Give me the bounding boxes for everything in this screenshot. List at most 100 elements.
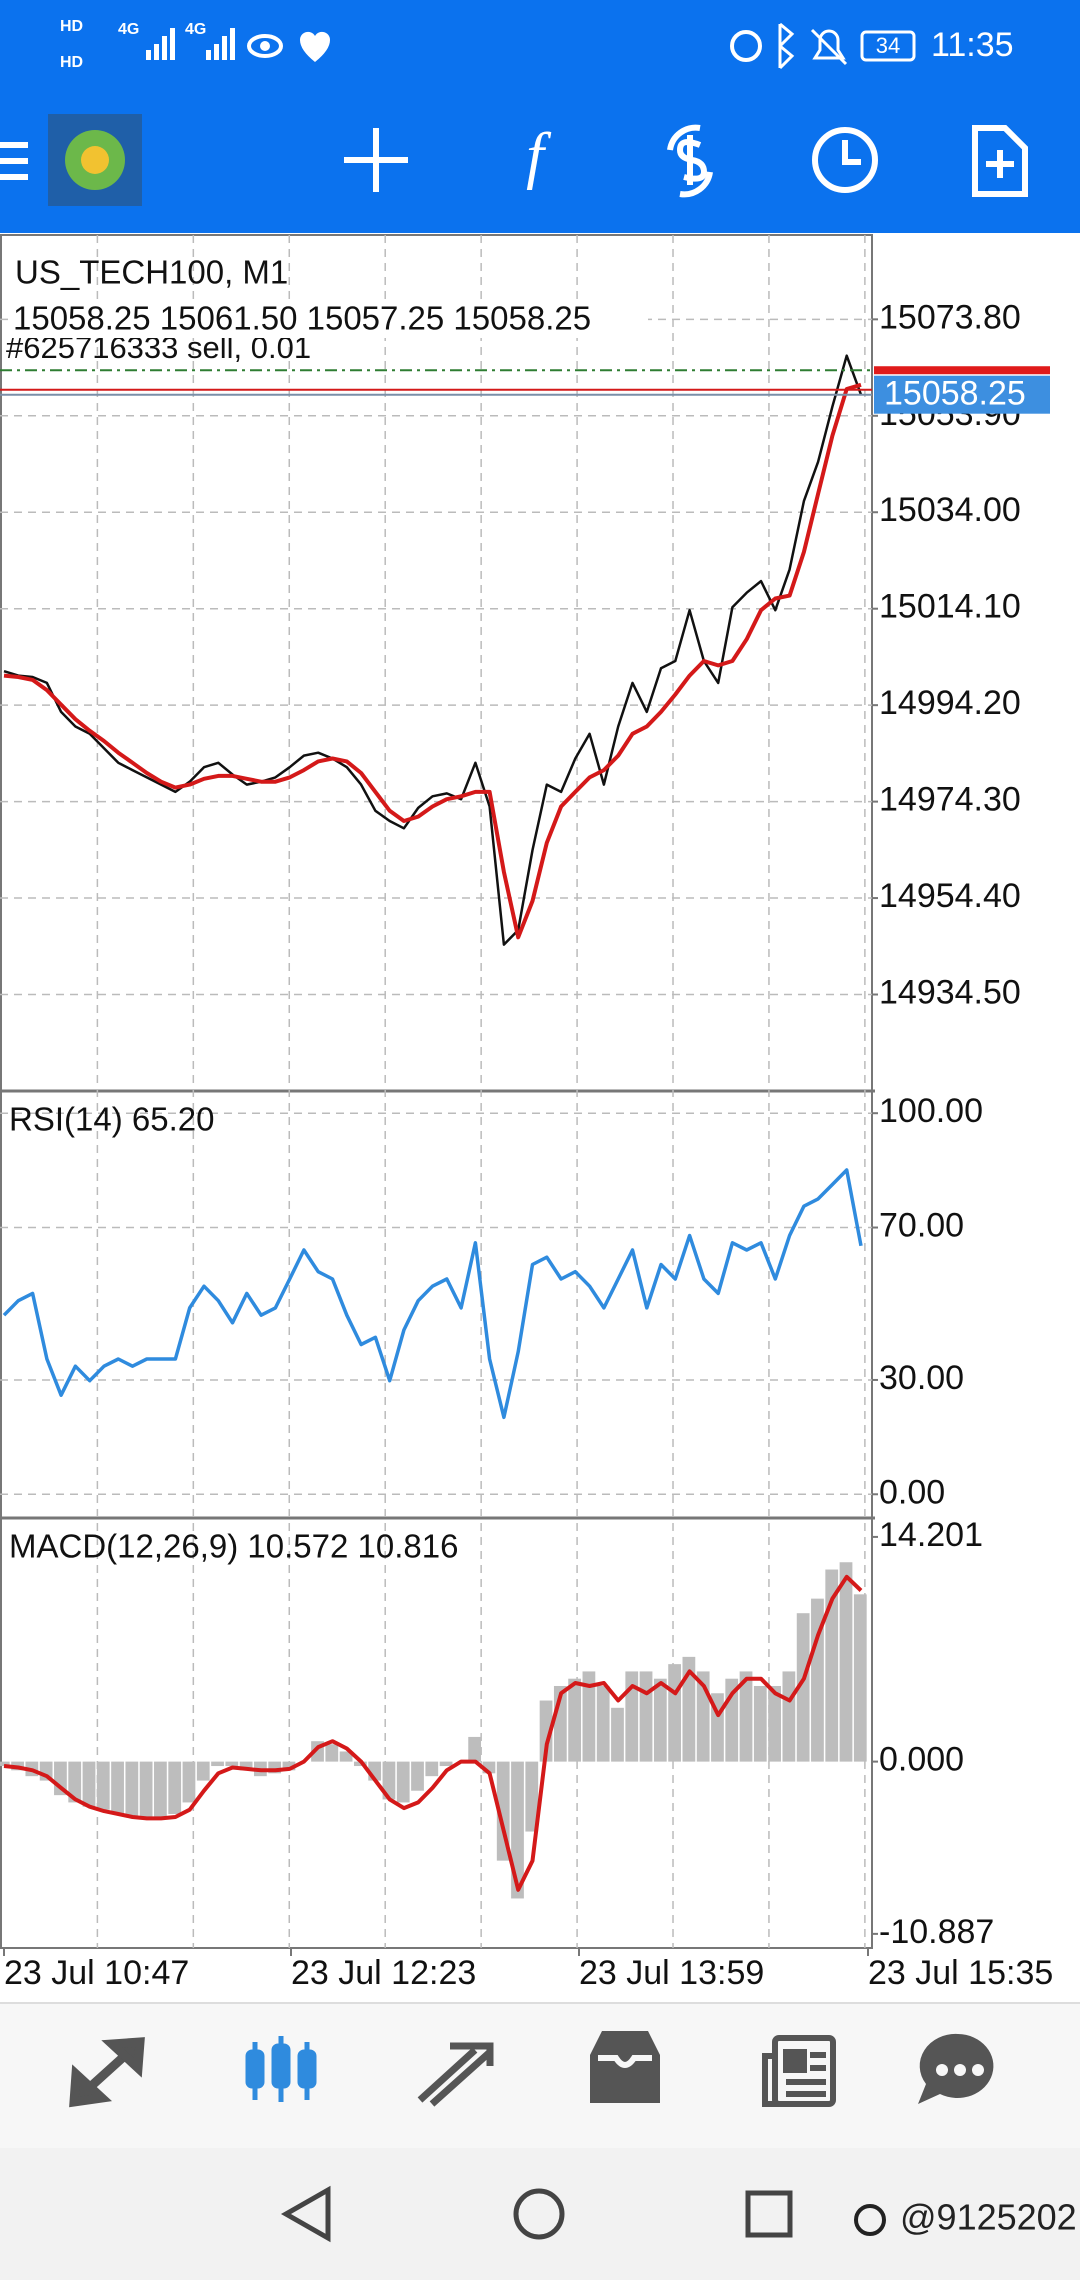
chat-tab[interactable] (918, 2033, 994, 2104)
histogram-bar (782, 1671, 796, 1762)
y-tick-label: 30.00 (879, 1359, 964, 1397)
price-box-label: 15058.25 (884, 375, 1026, 413)
system-nav (0, 2148, 1080, 2280)
x-tick-label: 23 Jul 12:23 (291, 1954, 476, 1992)
plots (0, 318, 872, 1899)
status-hd: HD (60, 54, 83, 71)
histogram-bar (96, 1761, 110, 1810)
ohlc-backdrop (8, 300, 648, 338)
y-tick-label: 15073.80 (879, 298, 1021, 336)
histogram-bar (411, 1761, 424, 1791)
x-tick-label: 23 Jul 15:35 (868, 1954, 1053, 1992)
symbols-button[interactable] (667, 124, 713, 198)
histogram-bar (825, 1569, 839, 1762)
histogram-bar (168, 1761, 182, 1814)
battery-icon (860, 30, 916, 62)
status-network: 4G (118, 21, 139, 38)
health-icon (299, 31, 331, 62)
histogram-bar (853, 1594, 867, 1762)
recents-button[interactable] (745, 2190, 793, 2238)
status-hd: HD (60, 18, 83, 35)
histogram-bar (125, 1761, 139, 1817)
histogram-bar (753, 1685, 767, 1762)
histogram-bar (482, 1761, 496, 1774)
vertical-grid (96, 235, 866, 1948)
y-tick-label: 70.00 (879, 1207, 964, 1245)
bottom-nav (0, 2003, 1080, 2148)
watermark: @9125202 (900, 2197, 1077, 2238)
y-tick-label: 15014.10 (879, 588, 1021, 626)
histogram-bar (611, 1707, 624, 1762)
y-tick-label: 14954.40 (879, 877, 1021, 915)
histogram-bar (425, 1761, 439, 1777)
histogram-bar (653, 1678, 667, 1762)
histogram-bar (768, 1685, 781, 1762)
series-line (2, 1168, 863, 1420)
histogram-bar (139, 1761, 153, 1817)
histogram-bar (468, 1736, 482, 1762)
histogram-bar (111, 1761, 124, 1814)
histogram-bar (596, 1685, 610, 1762)
macd-title: MACD(12,26,9) 10.572 10.816 (9, 1528, 458, 1565)
histogram-bar (582, 1671, 596, 1762)
histogram-bar (539, 1700, 553, 1762)
chart-tab[interactable] (245, 2036, 317, 2102)
quotes-tab[interactable] (69, 2037, 145, 2108)
y-tick-label: 0.000 (879, 1741, 964, 1779)
signal-line (3, 1574, 863, 1892)
y-tick-label: 100.00 (879, 1092, 983, 1130)
histogram-bar (668, 1664, 681, 1762)
histogram-bar (68, 1761, 82, 1803)
new-order-button[interactable] (972, 125, 1028, 197)
time-axis: 23 Jul 10:47 23 Jul 12:23 23 Jul 13:59 23 J… (3, 1948, 1053, 1992)
crosshair-button[interactable] (344, 128, 408, 192)
series-line (3, 382, 862, 940)
histogram-bar (82, 1761, 96, 1807)
y-tick-label: 14.201 (879, 1516, 983, 1554)
histogram-bar (625, 1671, 639, 1762)
histogram-bar (268, 1761, 282, 1774)
clock: 11:35 (931, 26, 1014, 64)
histogram-bar (325, 1744, 339, 1762)
histogram-bar (525, 1761, 539, 1832)
menu-button[interactable] (0, 142, 28, 180)
bluetooth-icon (778, 22, 795, 70)
x-tick-label: 23 Jul 13:59 (579, 1954, 764, 1992)
histogram-bar (282, 1761, 296, 1771)
toolbar: f (0, 114, 1028, 206)
signal-icons (146, 28, 235, 60)
histogram-bar (511, 1761, 524, 1899)
trade-tab[interactable] (417, 2042, 494, 2107)
histogram-bar (839, 1562, 853, 1762)
histogram-bar (439, 1761, 453, 1767)
app-header (0, 0, 1080, 233)
histogram-bar (339, 1751, 353, 1762)
histogram-bar (739, 1671, 753, 1762)
histogram-bar (225, 1761, 239, 1767)
status-bar: HD HD 4G 4G 34 11:35 (60, 18, 1014, 71)
histogram-bar (682, 1656, 696, 1762)
alarm-icon (730, 30, 762, 62)
histogram-bar (0, 1761, 10, 1767)
y-tick-label: 14994.20 (879, 684, 1021, 722)
y-tick-label: 0.00 (879, 1473, 945, 1511)
histogram-bar (182, 1761, 196, 1803)
histogram-bar (154, 1761, 167, 1817)
histogram-bar (639, 1671, 653, 1762)
y-tick-label: -10.887 (879, 1913, 994, 1951)
history-tab[interactable] (590, 2031, 660, 2103)
battery-level: 34 (876, 33, 900, 58)
chart-title: US_TECH100, M1 (15, 254, 288, 291)
y-tick-label: 15034.00 (879, 491, 1021, 529)
rsi-title: RSI(14) 65.20 (9, 1101, 214, 1138)
back-button[interactable] (280, 2185, 331, 2243)
history-button[interactable] (812, 127, 878, 193)
ohlc: 15058.25 15061.50 15057.25 15058.25 (13, 300, 591, 337)
chart-frame (0, 234, 875, 1949)
histogram-bar (568, 1678, 582, 1762)
news-tab[interactable] (762, 2035, 836, 2107)
status-network: 4G (185, 21, 206, 38)
y-tick-label: 14974.30 (879, 781, 1021, 819)
home-button[interactable] (513, 2188, 565, 2240)
